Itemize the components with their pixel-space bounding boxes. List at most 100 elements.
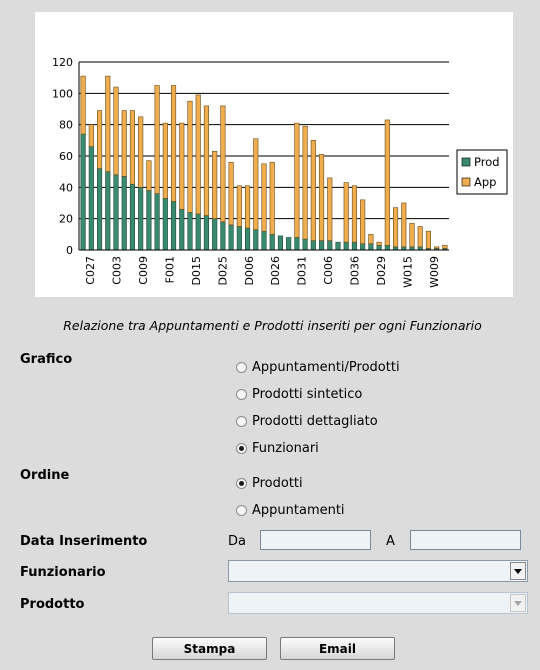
x-tick-label: C003 bbox=[111, 256, 124, 285]
data-da-input[interactable] bbox=[260, 530, 371, 550]
bar-prod bbox=[343, 241, 349, 251]
legend-label: Prod bbox=[474, 155, 500, 169]
prodotto-label: Prodotto bbox=[20, 597, 85, 612]
radio-button[interactable] bbox=[236, 361, 247, 373]
bar-app bbox=[343, 182, 349, 243]
bar-app bbox=[294, 122, 300, 238]
chevron-down-icon[interactable] bbox=[510, 562, 526, 580]
bar-prod bbox=[203, 215, 210, 251]
bar-prod bbox=[302, 238, 308, 251]
da-label: Da bbox=[228, 534, 246, 549]
radio-button[interactable] bbox=[236, 415, 247, 427]
radio-label: Appuntamenti bbox=[252, 502, 345, 518]
bar-app bbox=[88, 124, 94, 147]
bar-app bbox=[434, 246, 440, 249]
bar-prod bbox=[360, 243, 366, 251]
x-tick-label: D026 bbox=[269, 256, 282, 285]
grafico-label: Grafico bbox=[20, 352, 73, 367]
x-tick-label: D006 bbox=[243, 256, 256, 285]
x-tick-label: W015 bbox=[401, 256, 414, 288]
a-label: A bbox=[386, 534, 395, 549]
radio-ordine-appuntamenti[interactable]: Appuntamenti bbox=[236, 501, 345, 519]
data-inserimento-label: Data Inserimento bbox=[20, 534, 148, 549]
bar-prod bbox=[105, 171, 111, 251]
bar-prod bbox=[146, 190, 152, 251]
bar-app bbox=[220, 105, 226, 223]
chevron-down-icon[interactable] bbox=[510, 594, 526, 612]
bar-prod bbox=[310, 240, 316, 251]
radio-funzionari[interactable]: Funzionari bbox=[236, 439, 319, 457]
bar-app bbox=[146, 160, 152, 191]
bar-prod bbox=[236, 226, 242, 251]
chart-caption: Relazione tra Appuntamenti e Prodotti in… bbox=[63, 318, 482, 333]
bar-app bbox=[409, 223, 415, 248]
bar-prod bbox=[368, 243, 374, 251]
bar-app bbox=[203, 105, 210, 216]
bar-prod bbox=[170, 201, 177, 251]
bar-prod bbox=[162, 198, 168, 251]
bar-app bbox=[269, 161, 275, 235]
bar-app bbox=[179, 122, 185, 210]
bar-prod bbox=[384, 245, 390, 251]
bar-prod bbox=[80, 133, 86, 251]
bar-prod bbox=[253, 229, 259, 251]
y-tick-label: 60 bbox=[59, 150, 73, 163]
bar-app bbox=[302, 125, 308, 240]
bar-app bbox=[138, 116, 144, 188]
chart-panel: 0 20 40 60 80 100 120 C027 C003 C009 F001 D015 D025 D… bbox=[35, 12, 513, 297]
bar-app bbox=[236, 185, 242, 227]
x-tick-label: C006 bbox=[322, 256, 335, 285]
bar-app bbox=[212, 151, 218, 219]
y-tick-label: 120 bbox=[52, 56, 73, 69]
x-tick-label: C027 bbox=[84, 256, 97, 285]
bar-app bbox=[228, 161, 234, 226]
bar-prod bbox=[335, 241, 341, 251]
bar-prod bbox=[277, 235, 284, 251]
x-tick-label: D029 bbox=[375, 256, 388, 285]
x-tick-label: C009 bbox=[137, 256, 150, 285]
bar-prod bbox=[195, 213, 201, 251]
bar-prod bbox=[113, 174, 119, 251]
bar-prod bbox=[187, 212, 193, 251]
bar-app bbox=[310, 140, 316, 241]
x-tick-label: D015 bbox=[190, 256, 203, 285]
y-tick-label: 80 bbox=[59, 119, 73, 132]
radio-prodotti-sintetico[interactable]: Prodotti sintetico bbox=[236, 385, 362, 403]
prodotto-select[interactable] bbox=[228, 592, 528, 614]
bar-prod bbox=[154, 193, 160, 251]
funzionario-select[interactable] bbox=[228, 560, 528, 582]
bar-app bbox=[417, 226, 423, 248]
radio-button[interactable] bbox=[236, 504, 247, 516]
bar-app bbox=[105, 75, 111, 172]
legend-label: App bbox=[474, 175, 496, 189]
bar-prod bbox=[96, 168, 103, 251]
bar-prod bbox=[138, 187, 144, 251]
y-tick-label: 0 bbox=[66, 244, 73, 257]
radio-button[interactable] bbox=[236, 477, 247, 489]
x-tick-label: D036 bbox=[349, 256, 362, 285]
stampa-button[interactable]: Stampa bbox=[152, 637, 267, 660]
radio-appuntamenti-prodotti[interactable]: Appuntamenti/Prodotti bbox=[236, 358, 400, 376]
radio-label: Funzionari bbox=[252, 440, 319, 456]
bar-prod bbox=[244, 227, 251, 251]
bar-prod bbox=[269, 234, 275, 251]
bar-prod bbox=[351, 241, 358, 251]
email-button[interactable]: Email bbox=[280, 637, 395, 660]
bar-prod bbox=[121, 176, 127, 251]
radio-button[interactable] bbox=[236, 442, 247, 454]
radio-ordine-prodotti[interactable]: Prodotti bbox=[236, 474, 303, 492]
bar-app bbox=[360, 199, 366, 245]
bar-app bbox=[244, 185, 251, 229]
radio-button[interactable] bbox=[236, 388, 247, 400]
bar-app bbox=[392, 207, 399, 248]
ordine-label: Ordine bbox=[20, 468, 70, 483]
data-a-input[interactable] bbox=[410, 530, 521, 550]
bar-app bbox=[154, 85, 160, 194]
bar-prod bbox=[376, 245, 382, 251]
bar-app bbox=[401, 202, 407, 248]
bar-app bbox=[253, 138, 259, 230]
x-tick-label: F001 bbox=[164, 256, 177, 283]
bar-app bbox=[96, 110, 103, 169]
bar-prod bbox=[294, 237, 300, 251]
radio-prodotti-dettagliato[interactable]: Prodotti dettagliato bbox=[236, 412, 378, 430]
